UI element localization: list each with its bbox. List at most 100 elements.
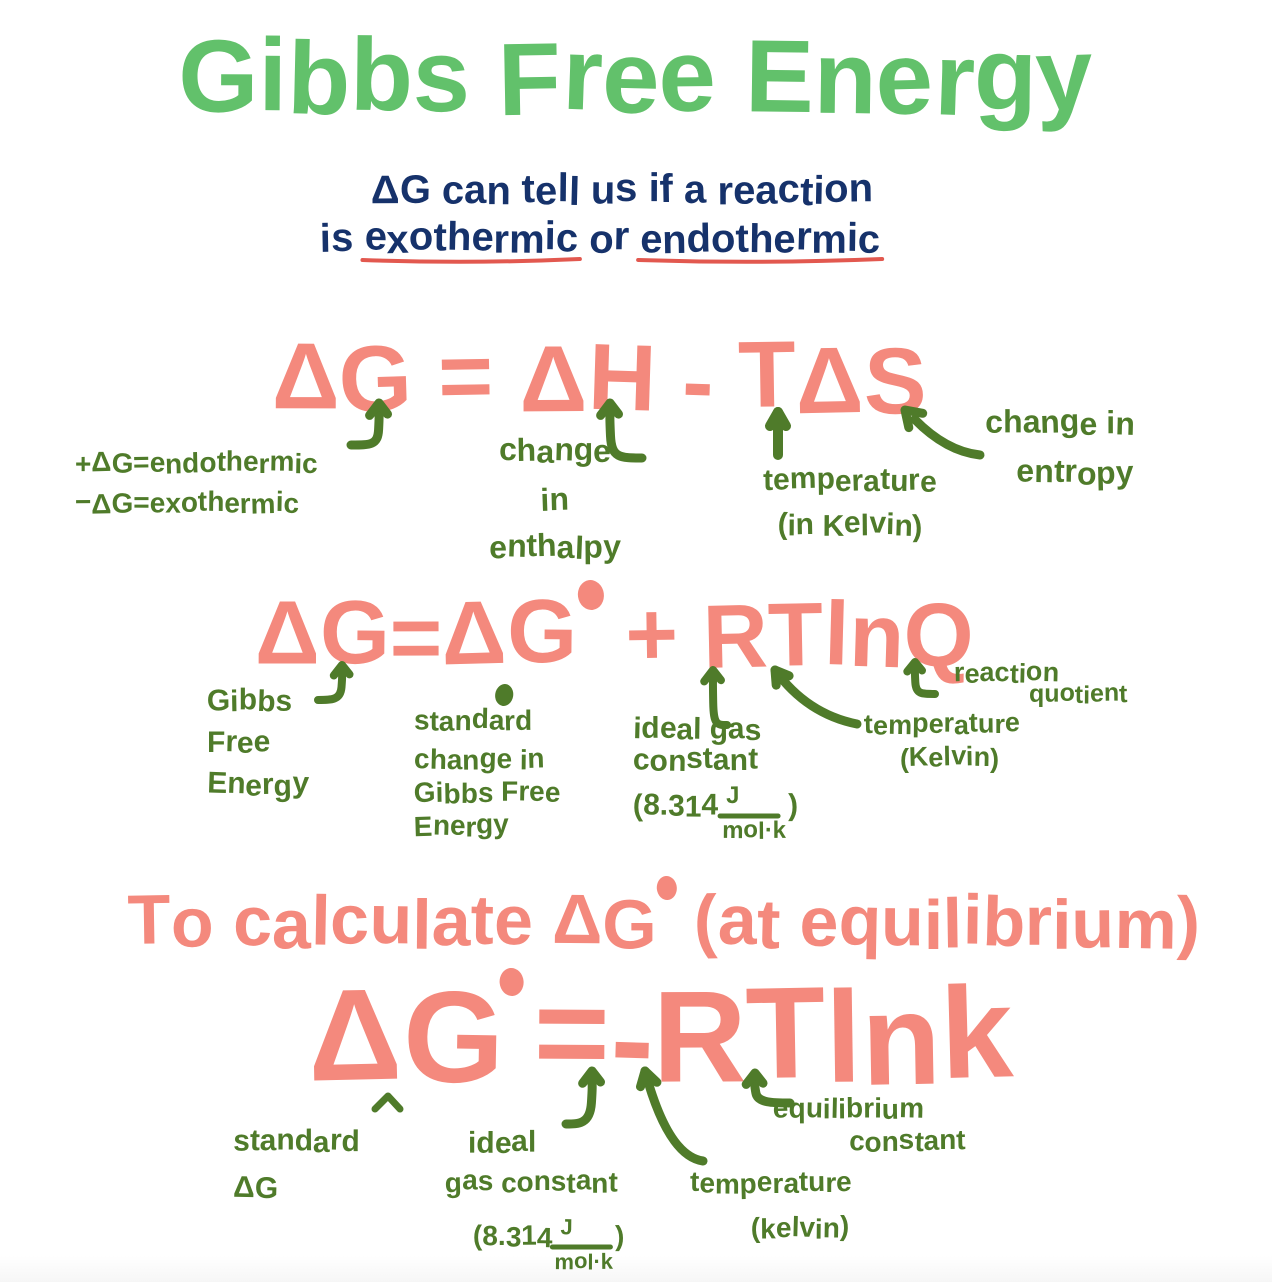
svg-text:e: e bbox=[245, 770, 262, 803]
svg-text:y: y bbox=[493, 808, 510, 839]
svg-text:o: o bbox=[710, 217, 735, 262]
svg-text:1: 1 bbox=[521, 1220, 537, 1251]
svg-text:J: J bbox=[560, 1214, 573, 1239]
svg-text:n: n bbox=[591, 1168, 608, 1199]
svg-text:E: E bbox=[744, 18, 814, 134]
svg-text:d: d bbox=[476, 1127, 495, 1160]
svg-text:n: n bbox=[882, 1126, 899, 1157]
svg-text:a: a bbox=[755, 169, 778, 213]
svg-text:d: d bbox=[686, 216, 711, 260]
svg-text:e: e bbox=[450, 809, 467, 840]
svg-text:e: e bbox=[237, 727, 254, 760]
svg-text:): ) bbox=[615, 1220, 625, 1251]
svg-text:a: a bbox=[463, 168, 487, 212]
svg-text:n: n bbox=[822, 1212, 840, 1243]
svg-text:c: c bbox=[283, 488, 299, 519]
svg-text:h: h bbox=[447, 215, 472, 260]
svg-text:e: e bbox=[772, 1092, 788, 1123]
svg-text:e: e bbox=[874, 20, 934, 136]
svg-text:c: c bbox=[858, 218, 881, 262]
svg-text:b: b bbox=[239, 683, 257, 716]
svg-text:a: a bbox=[683, 168, 707, 213]
svg-text:t: t bbox=[250, 1124, 261, 1157]
svg-text:n: n bbox=[486, 169, 511, 213]
svg-text:o: o bbox=[199, 447, 216, 478]
svg-text:F: F bbox=[207, 726, 225, 759]
svg-text:e: e bbox=[471, 215, 494, 260]
svg-text:n: n bbox=[795, 508, 814, 541]
svg-text:i: i bbox=[544, 214, 556, 258]
svg-text:d: d bbox=[471, 703, 489, 734]
svg-text:u: u bbox=[882, 1094, 899, 1125]
svg-text:l: l bbox=[693, 713, 702, 746]
svg-text:c: c bbox=[330, 880, 370, 958]
svg-text:i: i bbox=[649, 166, 660, 210]
svg-text:l: l bbox=[823, 584, 851, 685]
svg-text:r: r bbox=[795, 214, 812, 258]
svg-text:n: n bbox=[848, 586, 906, 688]
svg-text:h: h bbox=[536, 527, 557, 564]
svg-text:m: m bbox=[269, 445, 294, 476]
svg-text:t: t bbox=[566, 1168, 575, 1199]
svg-text:e: e bbox=[733, 169, 755, 213]
svg-text:n: n bbox=[462, 744, 479, 775]
svg-text:): ) bbox=[912, 510, 923, 543]
svg-text:n: n bbox=[662, 218, 687, 262]
svg-text:T: T bbox=[127, 880, 171, 959]
svg-text:s: s bbox=[898, 1124, 914, 1155]
svg-text:l: l bbox=[557, 166, 569, 210]
svg-text:p: p bbox=[583, 529, 603, 565]
svg-text:c: c bbox=[233, 882, 272, 960]
svg-text:q: q bbox=[1029, 680, 1044, 708]
svg-text:c: c bbox=[442, 168, 464, 212]
svg-text:p: p bbox=[912, 708, 929, 738]
svg-text:i: i bbox=[965, 741, 973, 771]
svg-text:f: f bbox=[659, 167, 674, 211]
svg-text:e: e bbox=[529, 776, 545, 807]
svg-text:n: n bbox=[1104, 679, 1120, 707]
svg-text:u: u bbox=[978, 708, 995, 738]
svg-text:g: g bbox=[479, 742, 497, 773]
svg-text:3: 3 bbox=[668, 789, 685, 822]
svg-text:b: b bbox=[257, 685, 276, 719]
svg-text:a: a bbox=[1023, 404, 1041, 440]
svg-text:a: a bbox=[536, 434, 555, 470]
svg-text:a: a bbox=[447, 744, 463, 775]
svg-text:e: e bbox=[149, 447, 165, 478]
svg-text:a: a bbox=[312, 1126, 330, 1159]
svg-text:c: c bbox=[414, 743, 430, 774]
svg-text:p: p bbox=[816, 462, 835, 495]
svg-text:i: i bbox=[924, 886, 943, 964]
svg-text:a: a bbox=[863, 465, 881, 498]
svg-text:n: n bbox=[554, 431, 575, 468]
svg-text:Δ: Δ bbox=[519, 326, 587, 431]
svg-text:a: a bbox=[923, 1125, 940, 1156]
svg-text:t: t bbox=[968, 707, 978, 737]
svg-text:d: d bbox=[295, 1124, 314, 1157]
svg-text:s: s bbox=[331, 216, 354, 260]
svg-text:=: = bbox=[437, 323, 494, 429]
svg-text:n: n bbox=[507, 527, 528, 564]
svg-text:G: G bbox=[402, 963, 506, 1111]
svg-text:Δ: Δ bbox=[91, 488, 112, 519]
svg-text:e: e bbox=[1090, 679, 1104, 707]
svg-text:l: l bbox=[824, 963, 862, 1109]
svg-text:G: G bbox=[399, 168, 431, 213]
svg-text:k: k bbox=[773, 817, 787, 844]
svg-text:m: m bbox=[715, 1169, 740, 1200]
svg-text:t: t bbox=[956, 1124, 966, 1155]
svg-text:n: n bbox=[668, 745, 687, 778]
svg-text:m: m bbox=[811, 218, 847, 262]
svg-text:n: n bbox=[939, 1124, 956, 1155]
svg-text:l: l bbox=[412, 886, 432, 964]
svg-text:o: o bbox=[824, 167, 849, 211]
svg-text:a: a bbox=[783, 1167, 800, 1198]
svg-text:a: a bbox=[260, 1124, 277, 1157]
svg-text:q: q bbox=[838, 881, 882, 960]
svg-text:e: e bbox=[364, 214, 387, 259]
svg-text:): ) bbox=[990, 743, 999, 773]
svg-text:o: o bbox=[171, 883, 214, 961]
svg-text:e: e bbox=[799, 883, 839, 961]
svg-text:v: v bbox=[799, 1212, 816, 1243]
svg-text:m: m bbox=[250, 488, 276, 520]
